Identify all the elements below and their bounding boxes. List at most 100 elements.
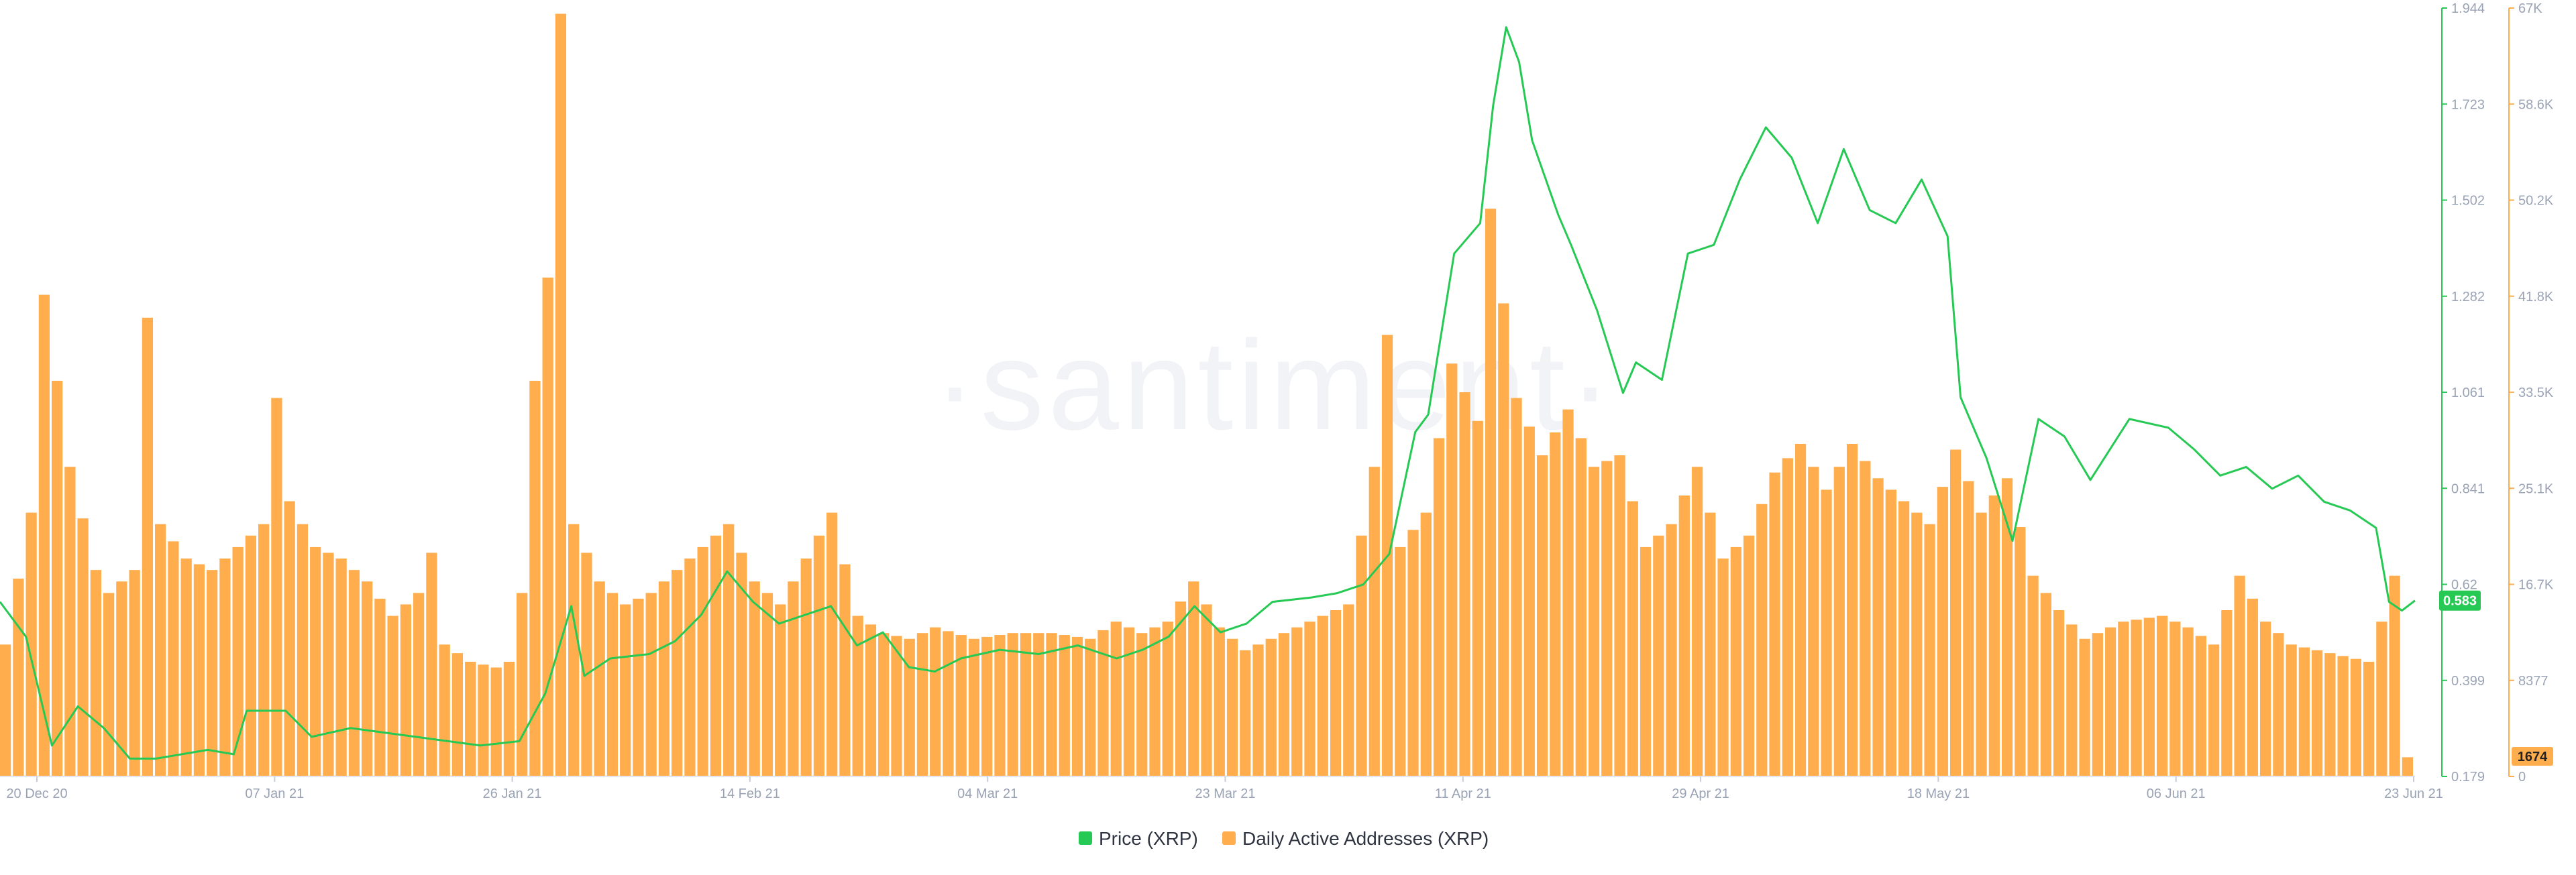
address-bar <box>2350 658 2361 776</box>
address-bar <box>465 661 476 776</box>
address-bar <box>1123 627 1135 776</box>
address-bar <box>710 535 722 776</box>
address-bar <box>981 636 993 776</box>
address-bar <box>2027 575 2039 776</box>
address-bar <box>1949 449 1962 776</box>
address-bar <box>2169 622 2181 776</box>
address-bar <box>193 564 205 776</box>
price-tick-label: 0.841 <box>2451 481 2485 496</box>
legend-item-addresses[interactable]: Daily Active Addresses (XRP) <box>1222 828 1489 849</box>
x-tick-label: 11 Apr 21 <box>1435 786 1491 801</box>
address-bar <box>1782 458 1793 776</box>
address-bar <box>2040 593 2051 776</box>
address-bar <box>2079 638 2090 776</box>
address-bar <box>52 380 63 776</box>
address-bar <box>2259 622 2271 776</box>
address-bar <box>775 604 786 776</box>
address-bar <box>2104 627 2116 776</box>
address-bar <box>348 570 360 776</box>
address-bar <box>1911 512 1923 776</box>
address-bar <box>1446 363 1458 776</box>
address-tick-label: 67K <box>2518 1 2542 16</box>
bars-layer <box>0 13 2413 777</box>
address-bar <box>2273 633 2284 776</box>
address-bar <box>116 581 127 776</box>
address-bar <box>2015 526 2026 776</box>
address-tick-label: 50.2K <box>2518 194 2554 209</box>
address-bar <box>1175 601 1187 776</box>
address-bar <box>2247 598 2258 776</box>
x-tick-label: 07 Jan 21 <box>245 786 304 801</box>
address-bar <box>0 644 11 776</box>
address-bar <box>517 593 528 776</box>
address-bar <box>1872 478 1884 776</box>
address-bar <box>1550 432 1561 776</box>
address-bar <box>1368 467 1380 776</box>
legend-label-addresses: Daily Active Addresses (XRP) <box>1242 828 1489 849</box>
address-bar <box>606 593 619 776</box>
current-addresses-badge <box>2512 747 2553 766</box>
address-bar <box>2053 609 2065 776</box>
address-bar <box>1304 622 1316 776</box>
address-bar <box>761 593 773 776</box>
address-bar <box>142 317 154 776</box>
address-bar <box>77 518 89 776</box>
price-tick-label: 0.62 <box>2451 578 2477 593</box>
x-tick-label: 23 Mar 21 <box>1195 786 1255 801</box>
address-bar <box>904 638 915 776</box>
address-bar <box>478 664 489 776</box>
address-bar <box>1575 438 1587 776</box>
address-bar <box>426 552 437 776</box>
address-bar <box>168 541 179 776</box>
address-bar <box>581 552 592 776</box>
address-bar <box>400 604 412 776</box>
address-bar <box>413 593 425 776</box>
address-bar <box>2389 575 2400 776</box>
address-bar <box>1201 604 1212 776</box>
address-bar <box>1860 461 1871 776</box>
address-bar <box>284 501 295 776</box>
address-bar <box>2182 627 2194 776</box>
address-bar <box>1523 426 1535 776</box>
address-bar <box>1433 438 1445 776</box>
address-bar <box>1627 501 1638 776</box>
legend[interactable]: Price (XRP) Daily Active Addresses (XRP) <box>1079 828 1489 849</box>
x-tick-label: 06 Jun 21 <box>2147 786 2206 801</box>
address-bar <box>129 570 140 776</box>
address-bar <box>1743 535 1755 776</box>
address-bar <box>1614 455 1625 776</box>
address-bar <box>1317 616 1328 776</box>
address-bar <box>1937 487 1948 776</box>
address-bar <box>1898 501 1910 776</box>
address-bar <box>2118 622 2129 776</box>
address-bar <box>826 512 838 776</box>
legend-label-price: Price (XRP) <box>1099 828 1198 849</box>
address-bar <box>1356 535 1367 776</box>
address-bar <box>891 636 902 776</box>
current-price-badge <box>2439 590 2481 611</box>
address-bar <box>1498 303 1509 776</box>
address-bar <box>323 552 334 776</box>
address-bar <box>2286 644 2297 776</box>
address-bar <box>490 667 502 776</box>
price-tick-label: 1.282 <box>2451 290 2485 304</box>
address-bar <box>697 546 708 776</box>
address-bar <box>439 644 450 776</box>
address-bar <box>955 635 967 776</box>
address-bar <box>2234 575 2245 776</box>
address-bar <box>2324 653 2336 776</box>
x-tick-label: 23 Jun 21 <box>2384 786 2443 801</box>
address-bar <box>1730 546 1741 776</box>
address-bar <box>1562 409 1574 776</box>
address-bar <box>1485 209 1497 777</box>
address-bar <box>852 616 863 776</box>
address-bar <box>994 635 1006 776</box>
address-bar <box>1343 604 1354 776</box>
address-tick-label: 58.6K <box>2518 97 2554 112</box>
address-bar <box>1691 467 1703 776</box>
address-bar <box>1085 638 1096 776</box>
address-bar <box>1407 530 1419 776</box>
legend-item-price[interactable]: Price (XRP) <box>1079 828 1198 849</box>
address-bar <box>788 581 799 776</box>
